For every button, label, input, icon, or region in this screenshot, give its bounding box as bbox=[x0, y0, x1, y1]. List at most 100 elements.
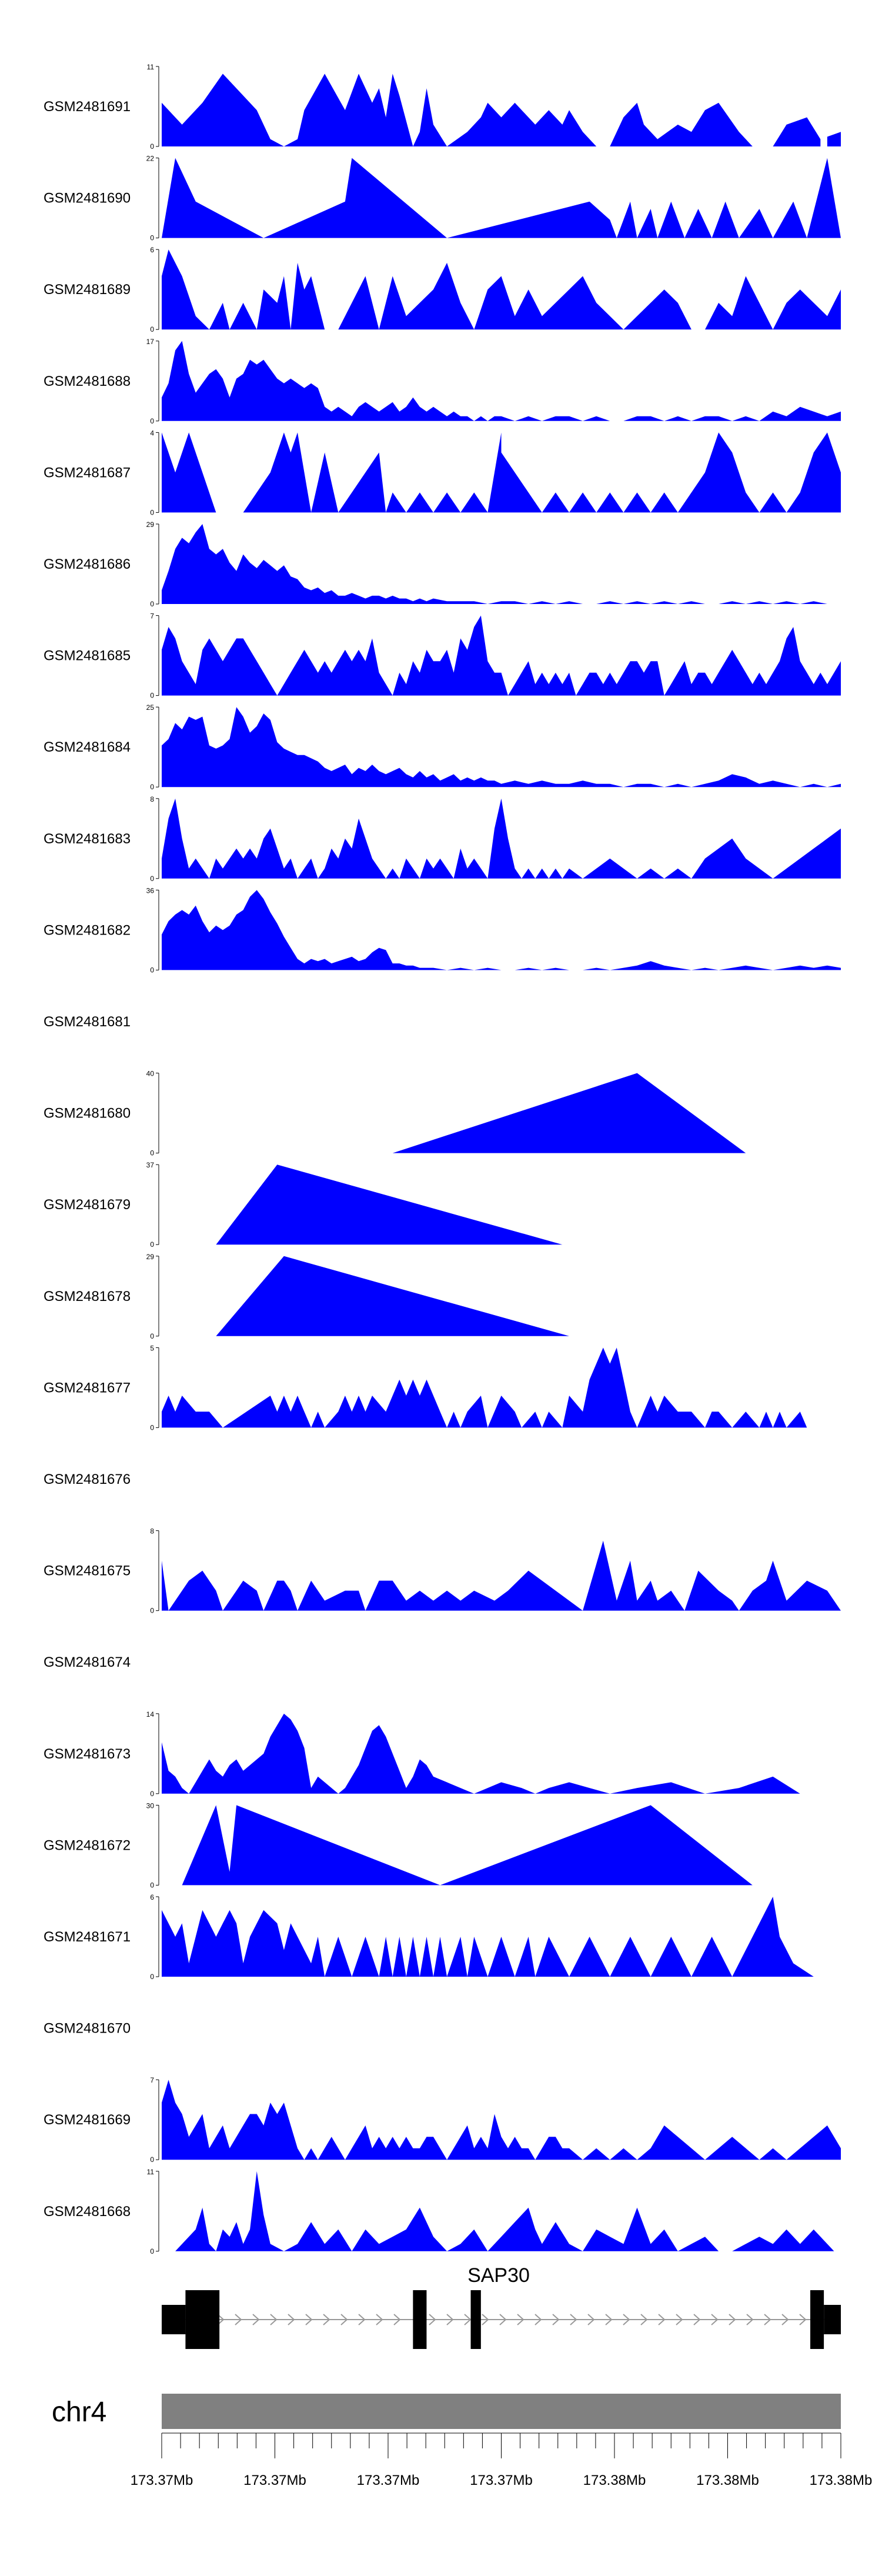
y-axis: 22 0 bbox=[146, 155, 159, 242]
y-tick-min: 0 bbox=[150, 692, 154, 700]
y-tick-max: 11 bbox=[147, 2168, 155, 2176]
track-label: GSM2481680 bbox=[44, 1106, 131, 1122]
y-tick-max: 6 bbox=[150, 1893, 154, 1901]
genome-axis: 173.37Mb 173.37Mb 173.37Mb 173.37Mb 173.38Mb… bbox=[131, 2432, 873, 2488]
chromosome-label: chr4 bbox=[52, 2397, 106, 2428]
track-GSM2481684: GSM2481684 25 0 bbox=[44, 703, 841, 791]
strand-arrow bbox=[570, 2314, 577, 2325]
y-axis: 30 0 bbox=[146, 1801, 159, 1889]
coverage-area bbox=[162, 158, 841, 238]
coverage-area bbox=[162, 249, 841, 330]
strand-arrow bbox=[252, 2314, 260, 2325]
y-axis: 70 bbox=[150, 2076, 159, 2164]
strand-arrow bbox=[693, 2314, 701, 2325]
axis-tick-label: 173.38Mb bbox=[583, 2472, 646, 2488]
y-axis: 11 0 bbox=[147, 2168, 159, 2255]
strand-arrow bbox=[305, 2314, 313, 2325]
strand-arrow bbox=[340, 2314, 348, 2325]
coverage-area bbox=[162, 798, 841, 879]
y-tick-min: 0 bbox=[150, 966, 154, 974]
y-tick-min: 0 bbox=[150, 1423, 154, 1432]
axis-tick-label: 173.38Mb bbox=[810, 2472, 873, 2488]
strand-arrow bbox=[623, 2314, 630, 2325]
strand-arrow bbox=[552, 2314, 560, 2325]
track-label: GSM2481678 bbox=[44, 1289, 131, 1304]
strand-arrow bbox=[517, 2314, 524, 2325]
strand-arrow bbox=[429, 2314, 436, 2325]
y-axis: 29 0 bbox=[146, 520, 159, 608]
y-axis: 17 0 bbox=[146, 338, 159, 425]
axis-tick-label: 173.37Mb bbox=[243, 2472, 306, 2488]
y-tick-max: 22 bbox=[146, 155, 155, 163]
axis-tick-label: 173.38Mb bbox=[696, 2472, 759, 2488]
track-label: GSM2481672 bbox=[44, 1837, 131, 1853]
gene-model-track: SAP30 bbox=[162, 2264, 841, 2349]
y-axis: 80 bbox=[150, 1527, 159, 1615]
coverage-area bbox=[162, 524, 841, 604]
y-tick-max: 29 bbox=[146, 520, 155, 529]
strand-arrow bbox=[323, 2314, 330, 2325]
track-label: GSM2481683 bbox=[44, 831, 131, 847]
track-label: GSM2481670 bbox=[44, 2021, 131, 2037]
y-axis: 40 bbox=[150, 429, 159, 516]
track-GSM2481688: GSM2481688 17 0 bbox=[44, 338, 841, 425]
coverage-area bbox=[392, 1073, 746, 1153]
strand-arrow bbox=[587, 2314, 595, 2325]
axis-tick-label: 173.37Mb bbox=[357, 2472, 420, 2488]
y-tick-min: 0 bbox=[150, 1240, 154, 1249]
y-tick-min: 0 bbox=[150, 2155, 154, 2164]
coverage-tracks: GSM2481691110GSM2481690220GSM248168960GS… bbox=[44, 63, 841, 2255]
y-tick-max: 4 bbox=[150, 429, 154, 437]
y-tick-max: 29 bbox=[146, 1253, 155, 1261]
y-tick-min: 0 bbox=[150, 1881, 154, 1889]
strand-arrow bbox=[729, 2314, 736, 2325]
track-GSM2481682: GSM2481682 36 0 bbox=[44, 886, 841, 974]
y-axis: 60 bbox=[150, 246, 159, 333]
strand-arrow bbox=[781, 2314, 789, 2325]
strand-arrow bbox=[393, 2314, 401, 2325]
gene-exon bbox=[810, 2290, 824, 2349]
y-tick-max: 25 bbox=[146, 703, 155, 712]
track-GSM2481681: GSM2481681 bbox=[44, 1014, 131, 1030]
strand-arrow bbox=[482, 2314, 489, 2325]
y-tick-max: 8 bbox=[150, 795, 154, 803]
y-axis: 50 bbox=[150, 1344, 159, 1432]
coverage-area bbox=[216, 1256, 569, 1336]
track-label: GSM2481668 bbox=[44, 2204, 131, 2220]
track-label: GSM2481675 bbox=[44, 1563, 131, 1579]
y-tick-min: 0 bbox=[150, 783, 154, 791]
track-label: GSM2481674 bbox=[44, 1654, 131, 1670]
track-GSM2481668: GSM2481668 11 0 bbox=[44, 2168, 834, 2255]
strand-arrow bbox=[446, 2314, 454, 2325]
coverage-area bbox=[162, 1347, 821, 1428]
strand-arrow bbox=[235, 2314, 242, 2325]
y-tick-max: 14 bbox=[146, 1710, 155, 1719]
track-label: GSM2481690 bbox=[44, 191, 131, 206]
strand-arrow bbox=[217, 2314, 225, 2325]
gene-exon bbox=[413, 2290, 427, 2349]
y-tick-min: 0 bbox=[150, 1607, 154, 1615]
strand-arrow bbox=[640, 2314, 648, 2325]
y-tick-max: 36 bbox=[146, 886, 155, 895]
track-label: GSM2481685 bbox=[44, 648, 131, 664]
strand-arrow bbox=[658, 2314, 666, 2325]
strand-arrow bbox=[358, 2314, 366, 2325]
track-label: GSM2481669 bbox=[44, 2112, 131, 2128]
coverage-area bbox=[162, 890, 841, 970]
coverage-area bbox=[162, 615, 841, 696]
coverage-area bbox=[216, 1164, 563, 1245]
track-GSM2481673: GSM2481673 14 0 bbox=[44, 1710, 800, 1798]
track-label: GSM2481691 bbox=[44, 99, 131, 115]
strand-arrow bbox=[464, 2314, 472, 2325]
y-axis: 25 0 bbox=[146, 703, 159, 791]
gene-exon bbox=[185, 2290, 220, 2349]
strand-arrow bbox=[534, 2314, 542, 2325]
coverage-gap bbox=[820, 66, 827, 147]
track-label: GSM2481688 bbox=[44, 373, 131, 389]
strand-arrow bbox=[376, 2314, 383, 2325]
